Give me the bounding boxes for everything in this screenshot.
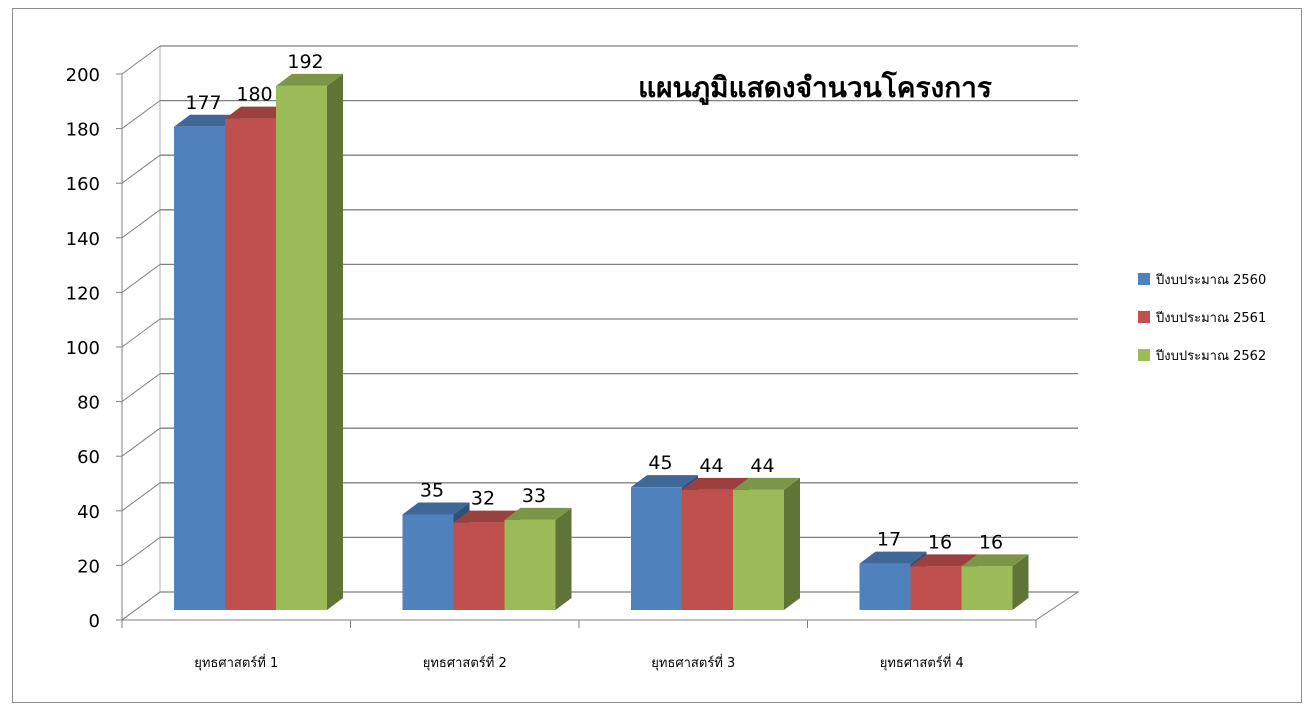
data-label: 16: [928, 531, 952, 553]
data-label: 33: [522, 485, 546, 507]
bar-front: [859, 563, 911, 610]
legend-swatch: [1138, 349, 1150, 361]
data-label: 32: [471, 488, 495, 510]
bar-top: [453, 510, 521, 523]
gridline-side: [121, 427, 161, 457]
gridline-side: [121, 482, 161, 512]
bar-front: [276, 85, 327, 611]
gridline-side: [121, 100, 161, 130]
bar-front: [733, 489, 784, 610]
x-tick-label: ยุทธศาสตร์ที่ 4: [880, 654, 964, 671]
bar-top: [504, 507, 572, 520]
data-label: 192: [287, 51, 323, 73]
bar-top: [910, 554, 978, 567]
chart-title: แผนภูมิแสดงจำนวนโครงการ: [638, 70, 992, 105]
bar-top: [276, 73, 343, 86]
legend-label: ปีงบประมาณ 2562: [1155, 348, 1266, 364]
bar-top: [961, 554, 1029, 567]
bar: [504, 507, 572, 610]
y-tick-label: 40: [77, 502, 100, 523]
gridline-side: [121, 536, 161, 566]
y-tick-label: 20: [77, 556, 100, 577]
data-label: 44: [699, 455, 723, 477]
bar: [961, 554, 1029, 610]
y-axis-ticks: 0 20 40 60 80 100 120 140 160 180 200: [66, 65, 122, 632]
bar-top: [225, 106, 292, 119]
x-axis: ยุทธศาสตร์ที่ 1 ยุทธศาสตร์ที่ 2 ยุทธศาสตร์…: [121, 620, 1037, 671]
y-tick-label: 100: [66, 338, 100, 359]
legend: ปีงบประมาณ 2560 ปีงบประมาณ 2561 ปีงบประมาณ…: [1138, 272, 1266, 364]
gridline-side: [121, 591, 161, 621]
bar-front: [504, 519, 556, 610]
bar-top: [733, 477, 800, 490]
legend-swatch: [1138, 311, 1150, 323]
bar-front: [910, 566, 962, 610]
data-label: 16: [979, 531, 1003, 553]
bar: [276, 73, 343, 611]
bar-side: [555, 507, 572, 610]
y-tick-label: 80: [77, 393, 100, 414]
gridline-side: [121, 209, 161, 239]
x-tick-label: ยุทธศาสตร์ที่ 3: [651, 654, 735, 671]
gridline-side: [121, 45, 161, 75]
bars: [174, 73, 1029, 611]
y-tick-label: 160: [66, 174, 100, 195]
y-tick-label: 60: [77, 447, 100, 468]
gridline-side: [121, 318, 161, 348]
data-label: 17: [877, 529, 901, 551]
y-tick-label: 180: [66, 120, 100, 141]
x-tick-label: ยุทธศาสตร์ที่ 2: [423, 654, 507, 671]
gridline-side: [121, 373, 161, 403]
y-tick-label: 140: [66, 229, 100, 250]
y-tick-label: 120: [66, 283, 100, 304]
legend-label: ปีงบประมาณ 2561: [1155, 310, 1266, 326]
bar-top: [402, 502, 470, 515]
data-label: 35: [420, 479, 444, 501]
bar-side: [784, 477, 800, 610]
bar-top: [174, 114, 241, 127]
legend-swatch: [1138, 273, 1150, 285]
bar-side: [1012, 554, 1029, 610]
bar-side: [327, 73, 343, 611]
legend-label: ปีงบประมาณ 2560: [1155, 272, 1266, 288]
bar-top: [682, 477, 749, 490]
bar-front: [174, 126, 225, 610]
bar: [733, 477, 800, 610]
bar-top: [859, 551, 927, 564]
bar-front: [453, 522, 505, 610]
data-labels: 177 180 192 35 32 33 45 44 44 17 16 16: [185, 51, 1003, 553]
x-tick-label: ยุทธศาสตร์ที่ 1: [194, 654, 278, 671]
data-label: 180: [236, 84, 272, 106]
y-tick-label: 0: [89, 611, 100, 632]
bar-front: [402, 514, 454, 610]
bar-top: [631, 475, 698, 488]
bar-front: [631, 487, 682, 610]
bar-front: [961, 566, 1013, 610]
gridline-side: [121, 154, 161, 184]
data-label: 44: [750, 455, 774, 477]
data-label: 45: [648, 452, 672, 474]
data-label: 177: [185, 92, 221, 114]
bar-front: [225, 118, 276, 610]
gridline-side: [121, 263, 161, 293]
y-tick-label: 200: [66, 65, 100, 86]
bar-front: [682, 489, 733, 610]
